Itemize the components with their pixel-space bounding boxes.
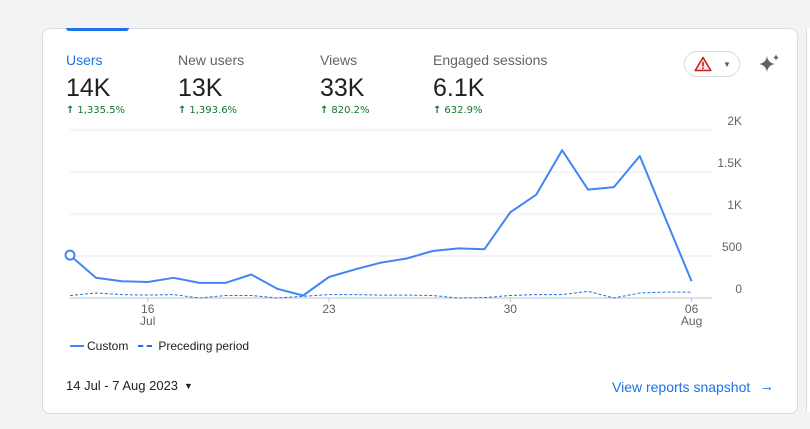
overview-card [42, 28, 798, 414]
view-reports-snapshot-link[interactable]: View reports snapshot → [612, 378, 774, 395]
y-tick-label: 0 [735, 282, 742, 296]
metric-change: ↑ 632.9% [433, 105, 547, 116]
legend-swatch-custom [70, 345, 84, 347]
metric-label: Views [320, 52, 358, 68]
active-tab-indicator [66, 28, 129, 31]
metric-tab-engaged-sessions[interactable]: Engaged sessions 6.1K ↑ 632.9% [433, 52, 547, 116]
caret-down-icon: ▼ [723, 59, 731, 69]
data-quality-warning-button[interactable]: ▼ [684, 51, 740, 77]
x-tick-label: 23 [322, 302, 336, 316]
metric-value: 6.1K [433, 74, 485, 102]
chart-points [64, 249, 76, 261]
metric-tab-views[interactable]: Views 33K ↑ 820.2% [320, 52, 370, 116]
arrow-up-icon: ↑ [178, 105, 187, 116]
arrow-up-icon: ↑ [66, 105, 75, 116]
metric-change-value: 1,335.5% [77, 105, 126, 116]
series-line-preceding-period [69, 290, 692, 299]
metric-tab-users[interactable]: Users 14K ↑ 1,335.5% [66, 52, 125, 116]
arrow-up-icon: ↑ [320, 105, 329, 116]
snapshot-link-label: View reports snapshot [612, 378, 751, 395]
series-line-custom [69, 149, 693, 297]
legend-label-custom: Custom [87, 339, 129, 353]
metric-change: ↑ 1,335.5% [66, 105, 125, 116]
arrow-right-icon: → [759, 378, 775, 395]
date-range-label: 14 Jul - 7 Aug 2023 [66, 378, 179, 393]
chart-gridlines [70, 129, 712, 299]
arrow-up-icon: ↑ [433, 105, 442, 116]
x-tick-sublabel: Jul [140, 314, 155, 328]
adjacent-card-edge [806, 28, 810, 412]
legend-swatch-preceding [138, 345, 153, 347]
data-point-marker [64, 249, 76, 261]
y-axis-ticks: 0 500 1K 1.5K 2K [717, 114, 742, 296]
legend-label-preceding: Preceding period [158, 339, 250, 353]
metric-change-value: 820.2% [331, 105, 370, 116]
metric-value: 14K [66, 74, 111, 102]
metric-tab-new-users[interactable]: New users 13K ↑ 1,393.6% [178, 52, 244, 116]
x-tick-label: 16 [141, 302, 155, 316]
metric-value: 13K [178, 74, 223, 102]
y-tick-label: 500 [722, 240, 742, 254]
caret-down-icon: ▼ [184, 380, 193, 391]
metric-change: ↑ 820.2% [320, 105, 370, 116]
metric-change: ↑ 1,393.6% [178, 105, 244, 116]
x-tick-label: 30 [504, 302, 518, 316]
sparkle-icon[interactable] [756, 52, 782, 78]
metric-label: Engaged sessions [433, 52, 548, 68]
y-tick-label: 1K [727, 198, 742, 212]
metric-change-value: 632.9% [444, 105, 483, 116]
metric-label: New users [178, 52, 245, 68]
x-tick-sublabel: Aug [681, 314, 702, 328]
metric-label: Users [66, 52, 103, 68]
warning-triangle-icon [694, 56, 712, 72]
chart-legend: Custom Preceding period [70, 339, 249, 353]
metric-value: 33K [320, 74, 365, 102]
metric-change-value: 1,393.6% [189, 105, 238, 116]
y-tick-label: 2K [727, 114, 742, 128]
y-tick-label: 1.5K [717, 156, 742, 170]
date-range-selector[interactable]: 14 Jul - 7 Aug 2023 ▼ [66, 378, 193, 393]
x-tick-label: 06 [685, 302, 699, 316]
